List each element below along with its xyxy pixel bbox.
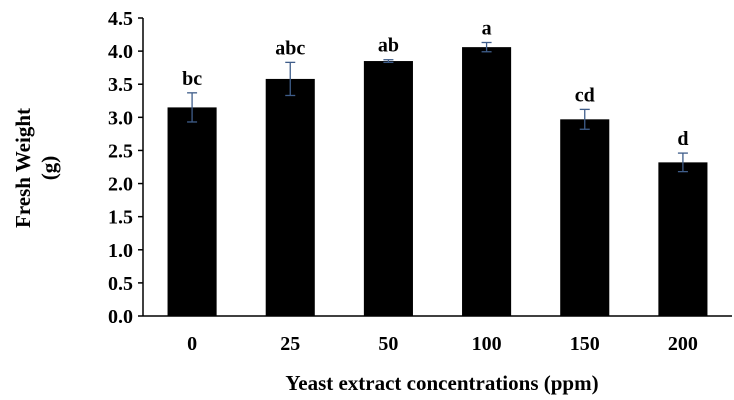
significance-label: abc [275,37,305,59]
error-bar [481,41,492,53]
y-axis-ticks: 0.0 0.5 1.0 1.5 2.0 2.5 3.0 3.5 4.0 4.5 [108,8,143,328]
error-bar [383,59,394,64]
y-tick-label: 3.5 [108,74,133,96]
x-tick-label: 25 [280,333,300,355]
error-bar [677,152,688,173]
error-bar [285,61,296,97]
x-tick-label: 150 [570,333,600,355]
x-axis-title: Yeast extract concentrations (ppm) [285,371,598,395]
bar [658,162,708,316]
x-tick-label: 0 [187,333,197,355]
x-axis-ticks: 0 25 50 100 150 200 [187,333,698,355]
bar [363,61,413,316]
y-tick-label: 0.5 [108,273,133,295]
x-tick-label: 50 [378,333,398,355]
y-tick-label: 3.0 [108,107,133,129]
error-bars [187,41,688,173]
bar [265,78,315,317]
y-tick-label: 4.0 [108,41,133,63]
y-axis-title-line-2: (g) [37,156,61,181]
significance-label: bc [182,68,202,90]
x-tick-label: 200 [668,333,698,355]
y-tick-label: 0.0 [108,306,133,328]
significance-label: cd [575,84,595,106]
significance-label: d [677,128,688,150]
x-tick-label: 100 [472,333,502,355]
y-tick-label: 2.0 [108,174,133,196]
y-axis-title-line-1: Fresh Weight [11,108,35,228]
y-tick-label: 1.0 [108,240,133,262]
bars [167,47,708,317]
bar [560,119,610,316]
bar [167,107,217,317]
significance-label: a [482,18,492,40]
error-bar [579,108,590,130]
y-tick-label: 2.5 [108,140,133,162]
significance-labels: bc abc ab a cd d [182,18,688,151]
y-tick-label: 1.5 [108,207,133,229]
error-bar [187,92,198,123]
significance-label: ab [378,35,399,57]
bar [462,47,512,316]
y-tick-label: 4.5 [108,8,133,30]
